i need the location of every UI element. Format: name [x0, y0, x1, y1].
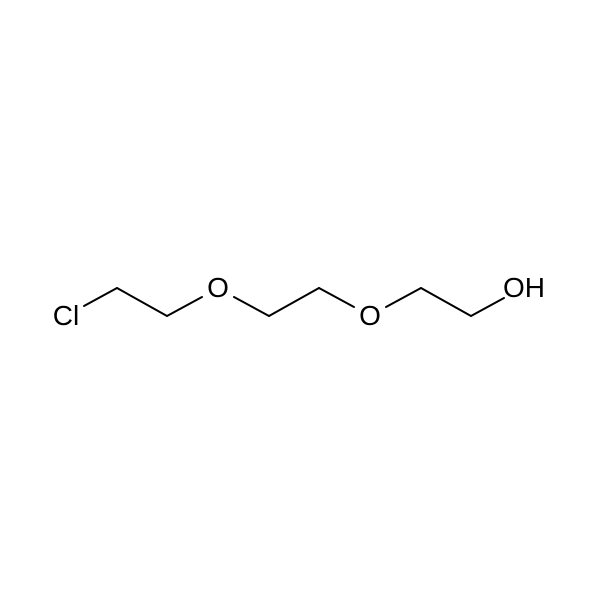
atom-label-cl: Cl: [53, 300, 79, 332]
atom-label-oh: OH: [503, 272, 545, 304]
atom-label-o2: O: [359, 300, 381, 332]
atom-label-o1: O: [207, 272, 229, 304]
